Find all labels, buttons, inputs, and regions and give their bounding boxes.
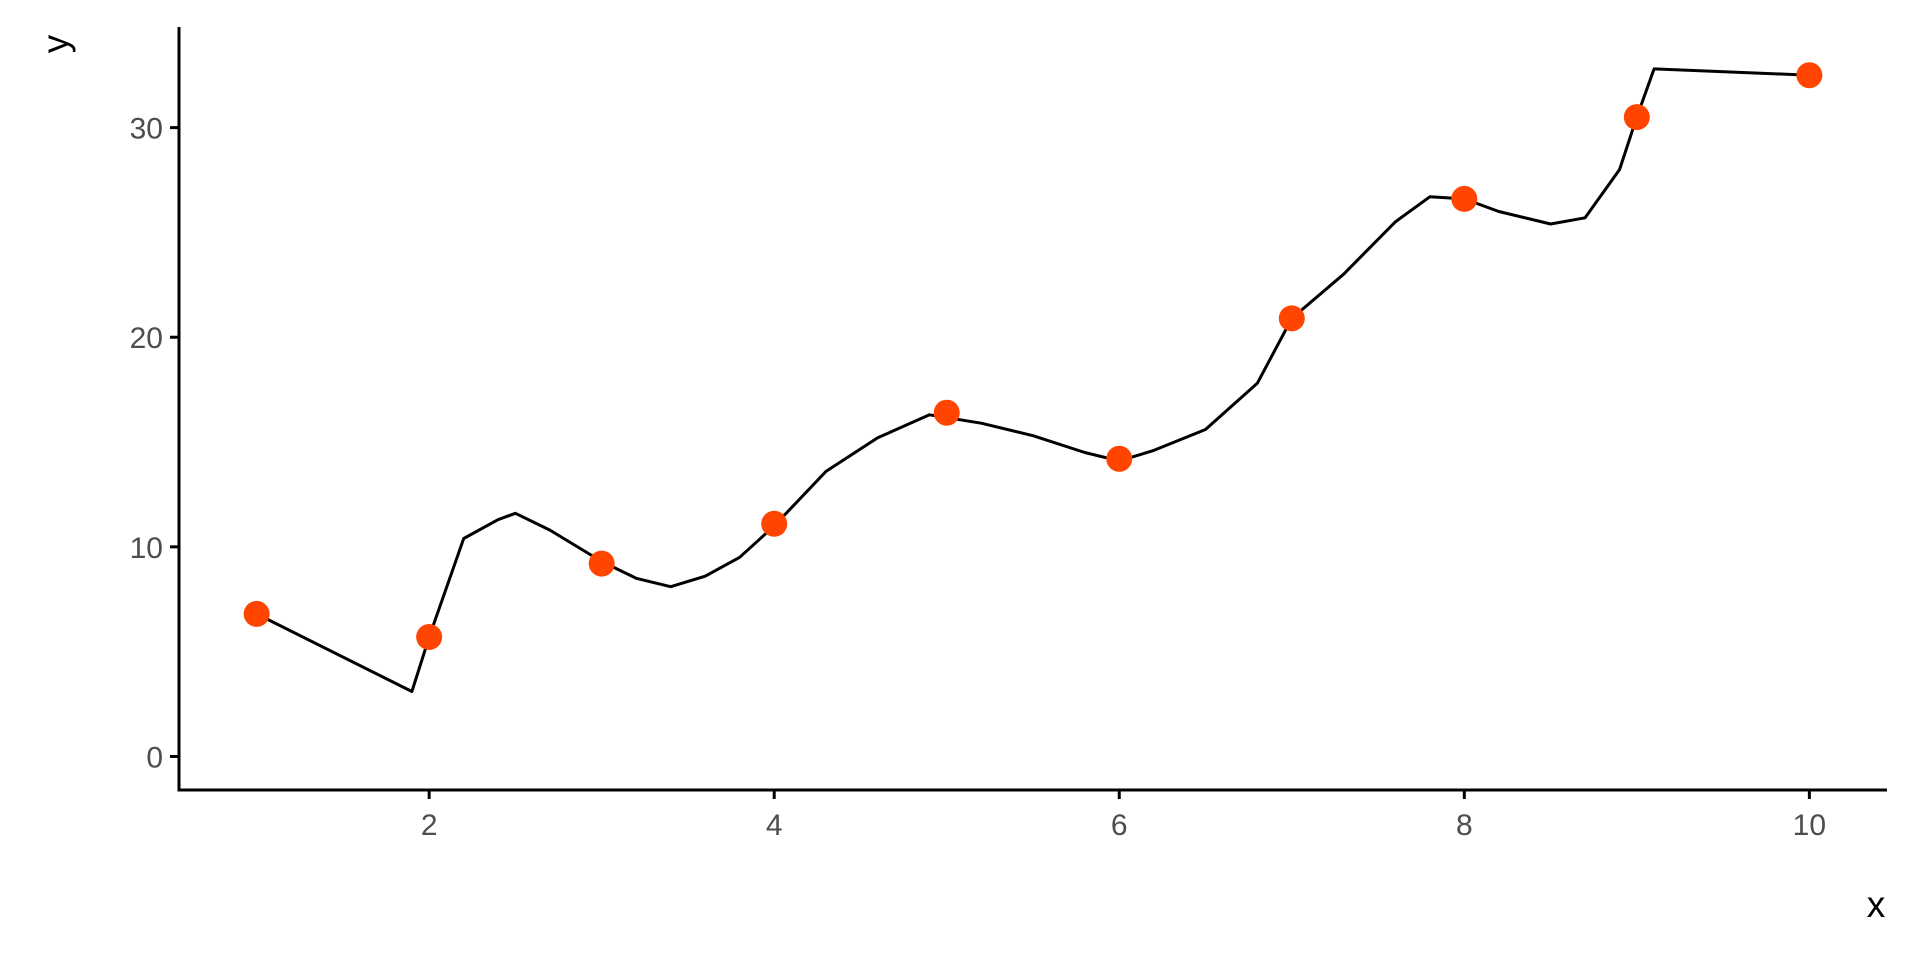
fit-line	[255, 67, 1810, 693]
x-tick-label: 6	[1111, 809, 1128, 842]
y-tick-label: 0	[146, 741, 163, 774]
data-point	[1623, 104, 1650, 131]
data-point	[761, 510, 788, 537]
x-tick-label: 8	[1456, 809, 1473, 842]
plot-area	[243, 62, 1823, 693]
data-point	[933, 399, 960, 426]
x-axis-title: x	[1867, 884, 1886, 925]
y-tick-label: 10	[130, 532, 163, 565]
data-point	[1278, 305, 1305, 332]
x-tick-label: 4	[766, 809, 783, 842]
data-point	[1106, 445, 1133, 472]
x-tick-label: 2	[421, 809, 438, 842]
x-tick-label: 10	[1793, 809, 1826, 842]
y-tick-label: 30	[130, 113, 163, 146]
data-point	[588, 550, 615, 577]
y-axis-title: y	[35, 34, 76, 53]
data-point	[1796, 62, 1823, 89]
data-point	[243, 600, 270, 627]
axis-ticks: 2 4 6 8 10 0 10 20 30	[130, 113, 1826, 842]
data-point	[1451, 185, 1478, 212]
data-point	[416, 623, 443, 650]
y-tick-label: 20	[130, 322, 163, 355]
